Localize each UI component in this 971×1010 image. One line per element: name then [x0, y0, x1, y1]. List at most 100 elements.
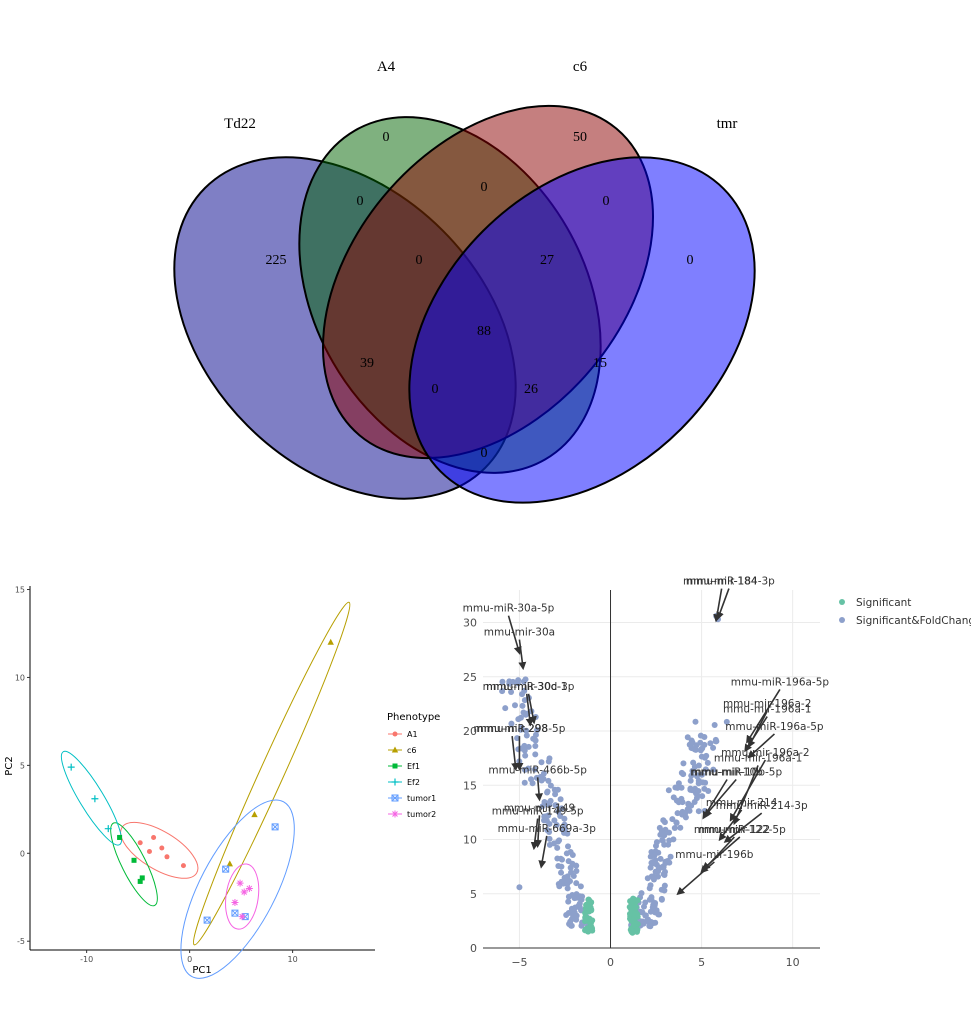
- venn-diagram: Td22 A4 c6 tmr 225 0 50 0 0 0 0 0 27 88 39 15 0 26 0: [173, 59, 756, 504]
- pca-point-tumor1: [271, 823, 279, 831]
- volcano-point-foldchange: [651, 852, 658, 859]
- volcano-point-foldchange: [528, 776, 535, 783]
- volcano-point-foldchange: [552, 791, 559, 798]
- volcano-point-foldchange: [684, 734, 691, 741]
- volcano-annotation-mmu-mir-30c-1: mmu-mir-30c-1: [486, 681, 567, 693]
- volcano-point-foldchange: [546, 828, 553, 835]
- volcano-point-foldchange: [710, 744, 717, 751]
- volcano-annotation-mmu-mir-10b: mmu-mir-10b: [691, 767, 763, 779]
- volcano-point-foldchange: [573, 868, 580, 875]
- pca-point-a1: [137, 840, 143, 846]
- volcano-point-foldchange: [546, 820, 553, 827]
- volcano-annotation-arrow: [746, 689, 781, 744]
- volcano-annotation-mmu-mir-149-5p: mmu-miR-149-5p: [492, 806, 584, 818]
- volcano-annotation-arrow: [534, 815, 542, 849]
- volcano-legend-key-significant-foldchange: [839, 617, 845, 623]
- volcano-point-foldchange: [667, 853, 674, 860]
- volcano-point-foldchange: [568, 922, 575, 929]
- volcano-point-foldchange: [547, 782, 554, 789]
- volcano-point-foldchange: [694, 792, 701, 799]
- volcano-point-foldchange: [671, 824, 678, 831]
- venn-region-td22-c6: 39: [360, 356, 374, 371]
- volcano-point-foldchange: [521, 687, 528, 694]
- volcano-point-foldchange: [639, 918, 646, 925]
- volcano-annotation-mmu-mir-669a-3p: mmu-miR-669a-3p: [498, 823, 597, 835]
- volcano-point-foldchange: [642, 899, 649, 906]
- volcano-point-foldchange: [702, 779, 709, 786]
- volcano-point-foldchange: [652, 900, 659, 907]
- volcano-point-foldchange: [661, 841, 668, 848]
- volcano-point-foldchange: [655, 911, 662, 918]
- volcano-point-significant: [583, 902, 590, 909]
- pca-legend-title: Phenotype: [387, 712, 440, 723]
- volcano-annotation-mmu-mir-196a-2: mmu-mir-196a-2: [723, 698, 811, 710]
- volcano-x-tick-label: 5: [698, 956, 705, 969]
- volcano-point-foldchange: [704, 759, 711, 766]
- volcano-point-foldchange: [655, 868, 662, 875]
- volcano-point-foldchange: [572, 904, 579, 911]
- volcano-y-tick-label: 25: [463, 671, 477, 684]
- volcano-point-foldchange: [688, 802, 695, 809]
- volcano-point-significant: [632, 911, 639, 918]
- volcano-point-foldchange: [561, 821, 568, 828]
- volcano-annotation-arrow: [507, 615, 522, 655]
- volcano-point-foldchange: [701, 741, 708, 748]
- pca-y-tick-label: 5: [20, 761, 25, 770]
- volcano-point-foldchange: [705, 787, 712, 794]
- volcano-point-foldchange: [551, 817, 558, 824]
- venn-region-tmr: 0: [687, 253, 694, 268]
- volcano-point-foldchange: [522, 752, 529, 759]
- pca-y-tick-label: 15: [15, 586, 25, 595]
- volcano-annotation-mmu-mir-298-5p: mmu-miR-298-5p: [473, 723, 565, 735]
- venn-region-td22-tmr: 0: [481, 446, 488, 461]
- volcano-point-foldchange: [554, 844, 561, 851]
- volcano-point-foldchange: [563, 912, 570, 919]
- pca-point-tumor2: [240, 888, 248, 896]
- volcano-point-foldchange: [508, 720, 515, 727]
- volcano-point-significant: [582, 909, 589, 916]
- volcano-point-foldchange: [521, 779, 528, 786]
- volcano-annotation-mmu-mir-196b: mmu-mir-196b: [675, 849, 754, 861]
- volcano-annotation-arrow: [723, 812, 763, 843]
- volcano-point-foldchange: [675, 780, 682, 787]
- pca-ellipse-ef1: [110, 822, 158, 907]
- volcano-point-significant: [632, 904, 639, 911]
- volcano-point-foldchange: [658, 886, 665, 893]
- pca-ellipse-tumor2: [225, 863, 260, 930]
- volcano-point-foldchange: [515, 716, 522, 723]
- volcano-point-foldchange: [707, 740, 714, 747]
- volcano-point-foldchange: [648, 894, 655, 901]
- volcano-point-foldchange: [673, 797, 680, 804]
- volcano-point-foldchange: [680, 760, 687, 767]
- volcano-point-foldchange: [713, 738, 720, 745]
- volcano-point-foldchange: [558, 863, 565, 870]
- pca-ellipse-tumor1: [180, 799, 295, 979]
- volcano-point-foldchange: [556, 837, 563, 844]
- volcano-point-foldchange: [525, 765, 532, 772]
- volcano-point-foldchange: [687, 777, 694, 784]
- volcano-annotation-arrow: [527, 693, 537, 725]
- volcano-point-foldchange: [570, 872, 577, 879]
- volcano-legend-key-significant: [839, 599, 845, 605]
- volcano-point-foldchange: [532, 737, 539, 744]
- pca-point-tumor1: [231, 909, 239, 917]
- venn-region-td22-a4-tmr: 26: [524, 382, 538, 397]
- pca-y-tick-label: 0: [20, 849, 25, 858]
- pca-legend-key-ef1: [392, 763, 398, 769]
- volcano-point-foldchange: [699, 793, 706, 800]
- volcano-point-foldchange: [694, 772, 701, 779]
- volcano-annotation-arrow: [718, 809, 743, 842]
- volcano-point-foldchange: [674, 784, 681, 791]
- volcano-x-tick-label: −5: [511, 956, 527, 969]
- volcano-y-tick-label: 5: [470, 888, 477, 901]
- volcano-point-significant: [629, 929, 636, 936]
- volcano-annotation-mmu-mir-30a-5p: mmu-miR-30a-5p: [463, 603, 555, 615]
- volcano-annotation-mmu-mir-298: mmu-mir-298: [476, 723, 548, 735]
- volcano-point-significant: [582, 918, 589, 925]
- volcano-point-foldchange: [546, 755, 553, 762]
- volcano-point-foldchange: [710, 766, 717, 773]
- volcano-point-foldchange: [545, 812, 552, 819]
- pca-point-c6: [226, 860, 233, 867]
- volcano-point-significant: [627, 906, 634, 913]
